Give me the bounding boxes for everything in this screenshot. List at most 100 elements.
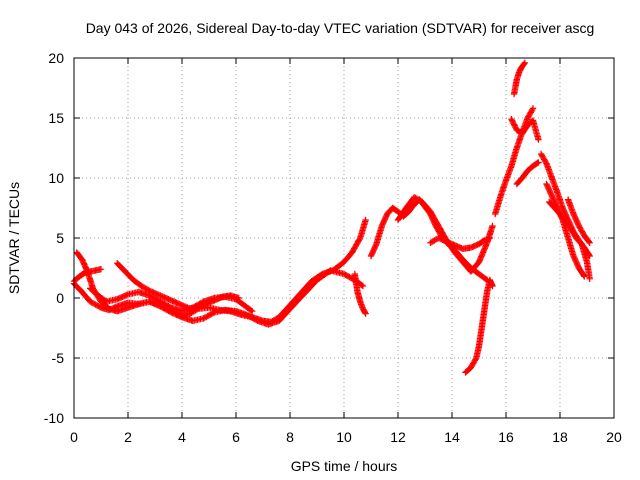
- data-point: [329, 269, 332, 272]
- grid-layer: [74, 58, 614, 418]
- data-point: [364, 312, 367, 315]
- data-point: [127, 293, 129, 296]
- x-tick-label: 4: [178, 429, 186, 445]
- data-point: [100, 268, 102, 271]
- data-point: [256, 320, 259, 322]
- data-point: [537, 138, 540, 141]
- y-tick-label: 15: [48, 110, 64, 126]
- data-point: [516, 78, 518, 81]
- x-tick-label: 6: [232, 429, 240, 445]
- data-point: [343, 261, 345, 263]
- data-point: [189, 312, 191, 315]
- x-tick-label: 10: [336, 429, 352, 445]
- x-axis-label: GPS time / hours: [291, 458, 398, 474]
- series-track-5: [114, 260, 242, 312]
- x-tick-label: 8: [286, 429, 294, 445]
- data-point: [181, 304, 183, 307]
- data-point: [478, 243, 480, 245]
- data-point: [437, 237, 440, 239]
- data-point: [413, 203, 416, 206]
- data-point: [567, 237, 569, 239]
- series-track-3: [73, 249, 367, 328]
- data-point: [489, 279, 491, 281]
- data-point: [491, 285, 494, 287]
- data-point: [116, 262, 118, 265]
- data-point: [148, 300, 151, 303]
- data-point: [580, 243, 583, 245]
- data-point: [453, 251, 456, 254]
- data-point: [108, 308, 110, 310]
- x-tick-label: 0: [70, 429, 78, 445]
- data-point: [246, 314, 248, 316]
- y-tick-label: -5: [52, 350, 65, 366]
- data-point: [351, 251, 353, 254]
- data-point: [159, 300, 162, 303]
- data-point: [148, 290, 151, 292]
- data-point: [513, 93, 515, 95]
- data-point: [537, 161, 540, 164]
- data-point: [343, 273, 345, 275]
- data-point: [559, 213, 561, 215]
- data-point: [105, 300, 108, 303]
- data-point: [470, 270, 472, 273]
- data-point: [578, 225, 580, 227]
- data-point: [526, 124, 529, 126]
- data-point: [588, 255, 591, 257]
- data-point: [567, 198, 569, 201]
- data-point: [570, 227, 572, 230]
- data-point: [588, 242, 591, 244]
- data-markers: [537, 150, 593, 260]
- y-axis-label: SDTVAR / TECUs: [6, 182, 22, 294]
- data-point: [235, 310, 237, 313]
- x-tick-label: 12: [390, 429, 406, 445]
- data-point: [572, 255, 575, 257]
- data-point: [532, 119, 534, 122]
- data-point: [94, 269, 97, 272]
- data-point: [524, 62, 526, 64]
- data-point: [551, 195, 553, 197]
- data-point: [243, 304, 245, 307]
- data-point: [521, 177, 523, 179]
- data-point: [526, 117, 529, 119]
- data-point: [445, 239, 448, 242]
- data-point: [359, 300, 362, 303]
- data-point: [464, 371, 467, 374]
- data-point: [213, 311, 216, 314]
- data-point: [356, 291, 359, 293]
- data-point: [354, 273, 356, 275]
- data-point: [116, 298, 118, 301]
- data-markers: [508, 116, 542, 143]
- data-point: [116, 310, 118, 313]
- data-point: [124, 270, 127, 273]
- data-point: [75, 251, 78, 254]
- data-point: [491, 225, 494, 227]
- x-tick-label: 2: [124, 429, 132, 445]
- data-layer: [70, 59, 593, 376]
- data-point: [213, 299, 216, 302]
- data-point: [408, 210, 410, 213]
- data-point: [156, 293, 159, 296]
- data-point: [588, 278, 591, 280]
- data-point: [224, 309, 226, 311]
- data-point: [486, 242, 488, 244]
- data-point: [138, 291, 140, 293]
- data-point: [553, 207, 556, 209]
- data-point: [545, 162, 548, 165]
- data-point: [237, 297, 240, 299]
- data-point: [381, 225, 383, 227]
- data-markers: [351, 270, 369, 317]
- data-point: [397, 210, 399, 213]
- data-point: [173, 300, 175, 303]
- data-point: [462, 248, 464, 250]
- data-point: [475, 357, 478, 359]
- data-point: [510, 118, 513, 120]
- data-point: [181, 316, 183, 319]
- data-point: [532, 107, 534, 110]
- data-point: [526, 170, 529, 172]
- data-point: [289, 308, 291, 310]
- data-point: [364, 219, 367, 221]
- data-point: [572, 213, 575, 215]
- series-track-15: [513, 159, 542, 188]
- data-point: [375, 243, 378, 245]
- data-point: [97, 294, 100, 297]
